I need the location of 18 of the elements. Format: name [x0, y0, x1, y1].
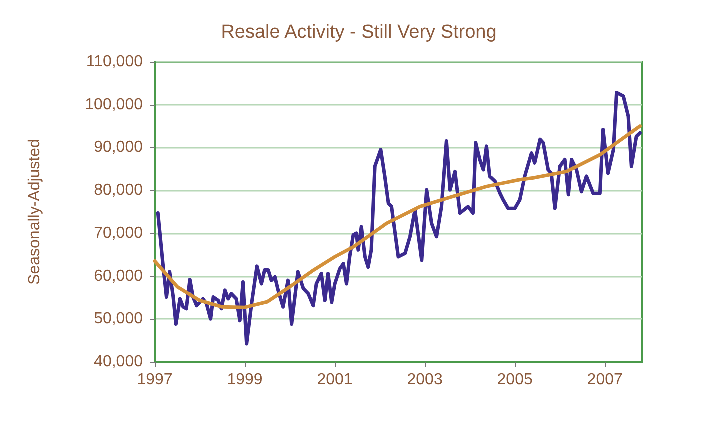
x-tick-label: 1999	[227, 372, 263, 388]
chart-title: Resale Activity - Still Very Strong	[221, 22, 497, 43]
y-tick-label: 80,000	[94, 182, 144, 200]
line-series	[156, 91, 642, 346]
x-tick-label: 2007	[587, 372, 623, 388]
line-series	[153, 124, 642, 310]
x-tick-label: 2003	[407, 372, 443, 388]
y-axis-title: Seasonally-Adjusted	[26, 139, 44, 285]
x-tick-label: 2001	[317, 372, 353, 388]
y-tick-label: 90,000	[94, 139, 144, 156]
y-tick-label: 70,000	[94, 224, 144, 242]
y-tick-label: 50,000	[94, 310, 144, 328]
y-tick-label: 40,000	[94, 354, 144, 370]
x-tick-label: 2005	[497, 372, 533, 388]
x-tick-label: 1997	[137, 372, 173, 388]
y-tick-label: 110,000	[86, 54, 144, 70]
y-tick-label: 100,000	[85, 96, 144, 114]
y-tick-label: 60,000	[94, 268, 144, 285]
